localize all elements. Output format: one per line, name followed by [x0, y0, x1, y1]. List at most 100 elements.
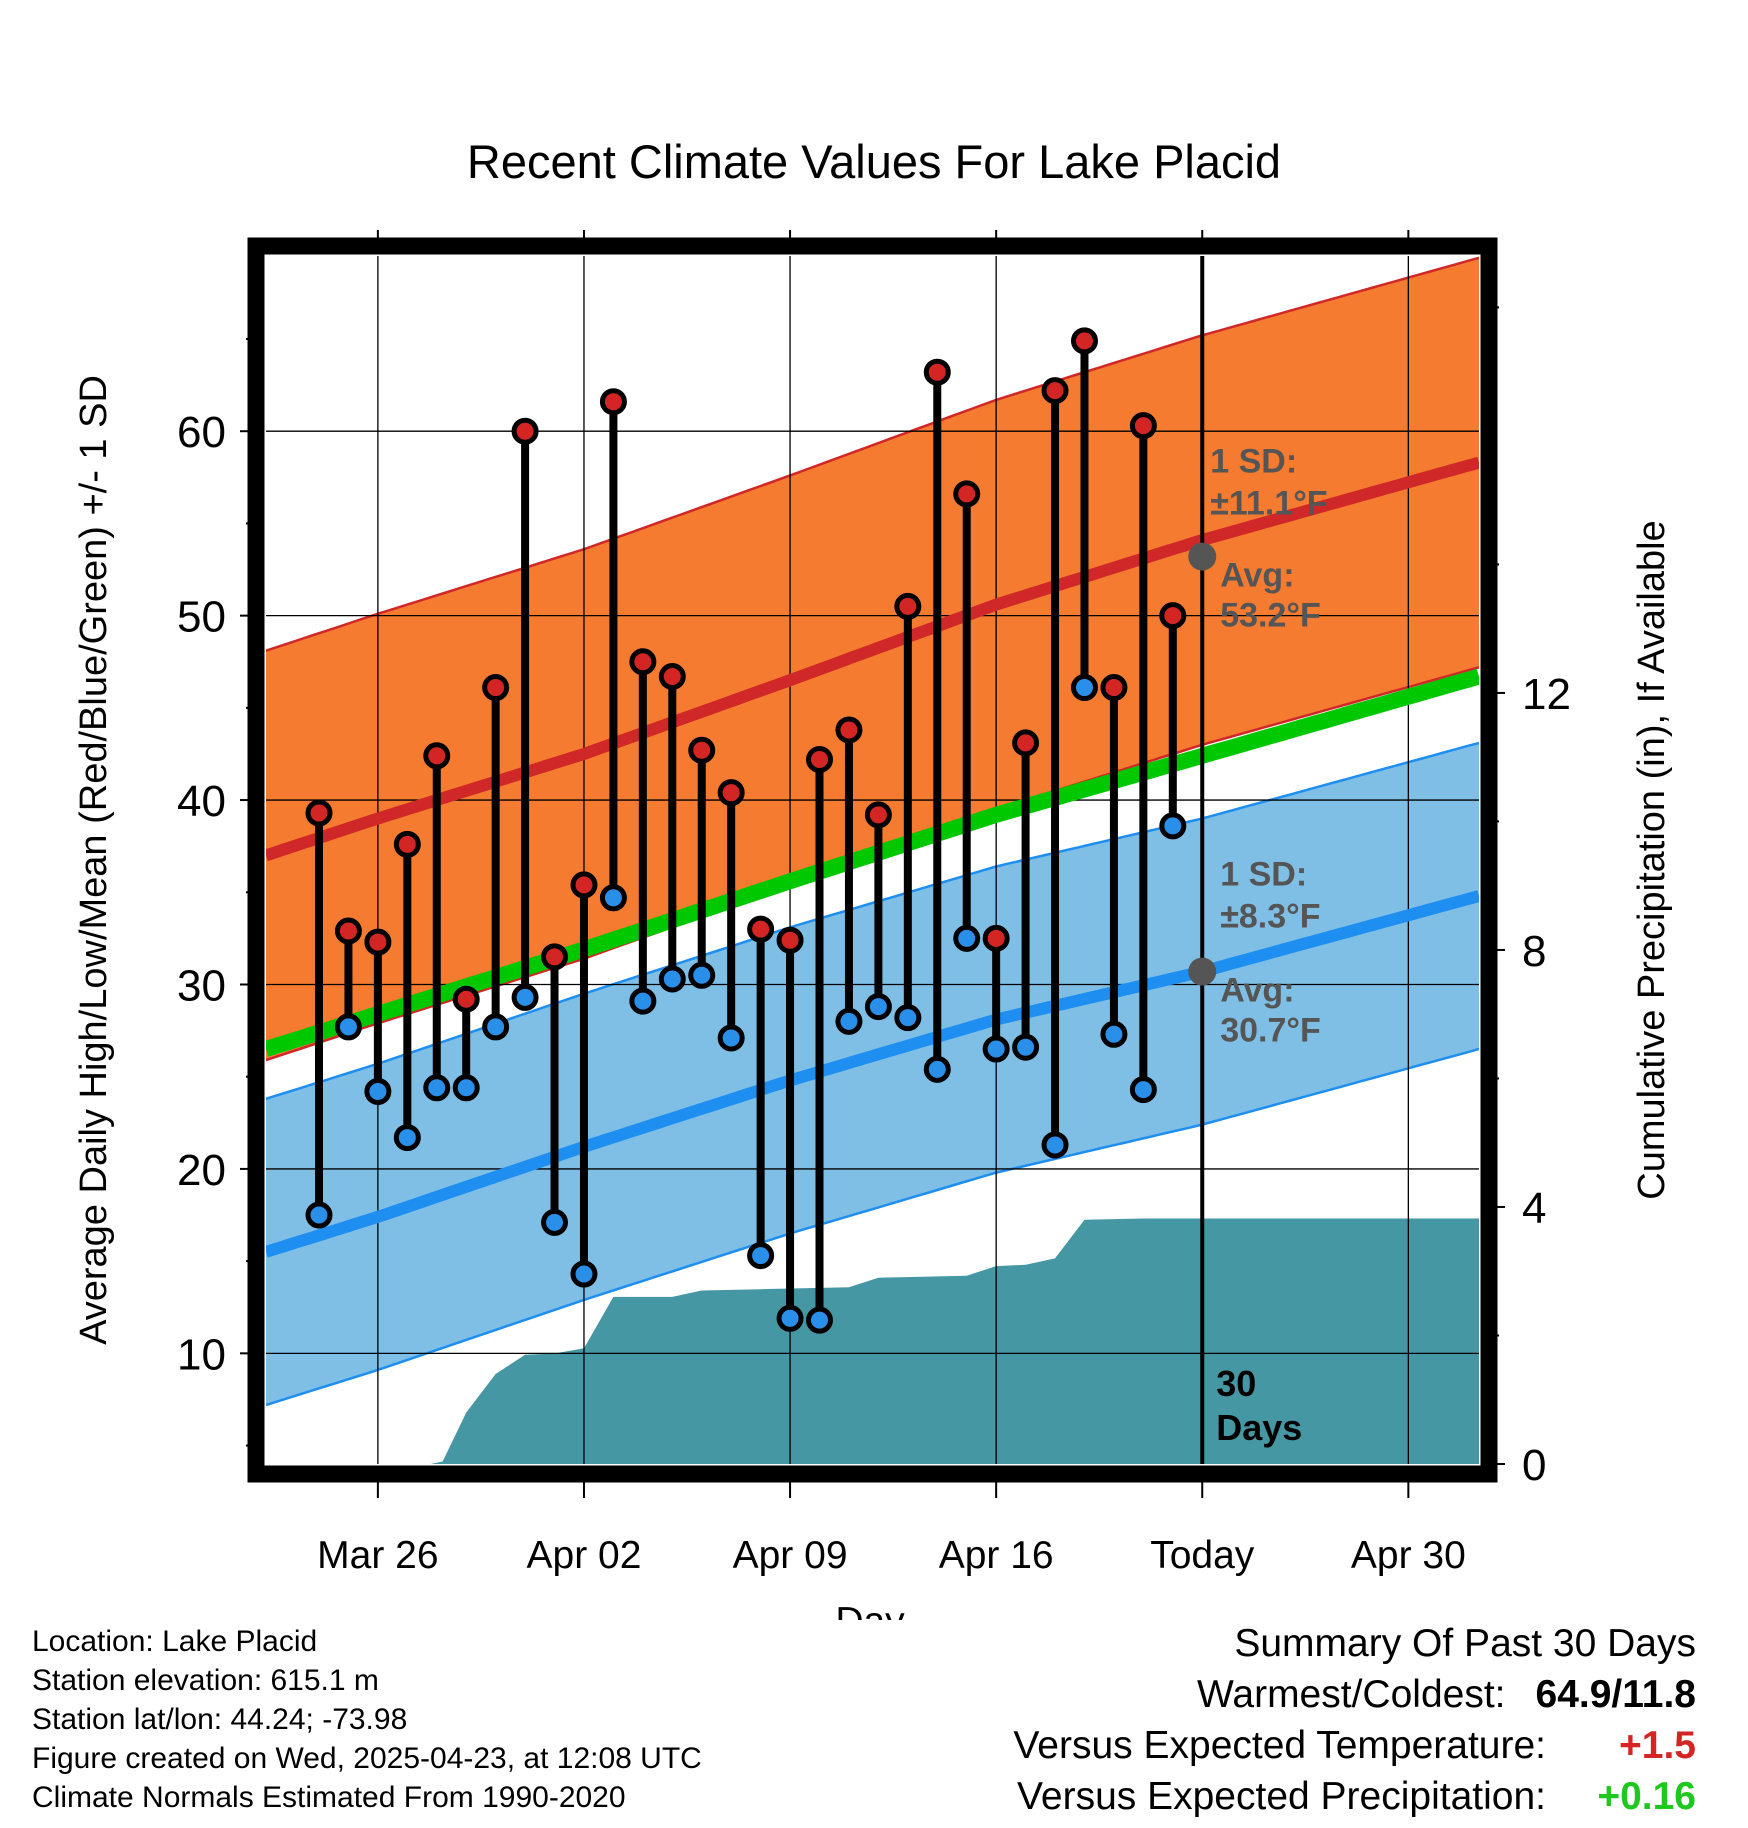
daily-high-point: [747, 915, 775, 943]
daily-low-point: [894, 1004, 922, 1032]
low-avg-value: 30.7°F: [1220, 1012, 1321, 1050]
precipitation-area: [266, 1218, 1479, 1464]
daily-low-point: [1100, 1020, 1128, 1048]
daily-high-point: [806, 745, 834, 773]
y-right-tick-label: 12: [1522, 670, 1571, 719]
daily-low-point: [923, 1055, 951, 1083]
window-label-days: Days: [1216, 1407, 1302, 1448]
created-text: Figure created on Wed, 2025-04-23, at 12…: [32, 1742, 702, 1775]
low-sd-lower-edge: [266, 1047, 1479, 1407]
temp-label: Versus Expected Temperature:: [1013, 1724, 1546, 1767]
y-axis-label-right: Cumulative Precipitation (in), If Availa…: [1631, 520, 1673, 1199]
daily-high-point: [1041, 377, 1069, 405]
window-label-number: 30: [1216, 1363, 1256, 1404]
daily-low-point: [1159, 812, 1187, 840]
daily-low-point: [599, 884, 627, 912]
y-left-tick-label: 60: [177, 408, 226, 457]
daily-high-point: [776, 926, 804, 954]
daily-low-point: [305, 1201, 333, 1229]
daily-high-point: [864, 801, 892, 829]
low-sd-band: [266, 742, 1479, 1405]
daily-high-point: [1012, 729, 1040, 757]
station-info: Location: Lake Placid Station elevation:…: [32, 1622, 702, 1817]
y-right-tick-label: 8: [1522, 927, 1546, 976]
daily-low-point: [393, 1124, 421, 1152]
daily-high-point: [1100, 674, 1128, 702]
y-left-tick-label: 20: [177, 1146, 226, 1195]
x-tick-label: Apr 02: [527, 1534, 642, 1577]
daily-low-point: [1041, 1131, 1069, 1159]
high-avg-value: 53.2°F: [1220, 597, 1321, 635]
precip-value: +0.16: [1597, 1775, 1696, 1818]
high-sd-upper-edge: [266, 256, 1479, 652]
daily-high-point: [452, 985, 480, 1013]
y-axis-label-left: Average Daily High/Low/Mean (Red/Blue/Gr…: [73, 375, 115, 1345]
daily-low-point: [570, 1260, 598, 1288]
daily-low-point: [953, 924, 981, 952]
daily-high-point: [1070, 327, 1098, 355]
y-left-tick-label: 40: [177, 777, 226, 826]
low-sd-value: ±8.3°F: [1220, 898, 1320, 936]
daily-low-point: [452, 1074, 480, 1102]
daily-high-point: [629, 648, 657, 676]
y-right-tick-label: 4: [1522, 1184, 1546, 1233]
daily-high-point: [923, 358, 951, 386]
low-sd-label: 1 SD:: [1220, 856, 1307, 894]
axes: 10 20 30 40 50 60 0 4 8 12 Mar 26 Apr 02 Apr 09 Apr 1…: [177, 230, 1571, 1577]
daily-high-point: [1129, 412, 1157, 440]
daily-high-point: [393, 830, 421, 858]
x-tick-label: Apr 30: [1351, 1534, 1466, 1577]
daily-high-point: [334, 917, 362, 945]
daily-low-point: [982, 1035, 1010, 1063]
x-tick-label: Mar 26: [317, 1534, 438, 1577]
daily-low-point: [511, 983, 539, 1011]
normal-high-line: [266, 456, 1479, 862]
daily-low-point: [835, 1007, 863, 1035]
daily-low-point: [747, 1242, 775, 1270]
x-tick-label: Apr 09: [733, 1534, 848, 1577]
low-avg-label: Avg:: [1220, 972, 1294, 1010]
daily-low-point: [482, 1013, 510, 1041]
daily-low-point: [688, 961, 716, 989]
latlon-text: Station lat/lon: 44.24; -73.98: [32, 1703, 408, 1736]
high-sd-label: 1 SD:: [1210, 443, 1297, 481]
daily-high-point: [953, 480, 981, 508]
daily-high-point: [570, 871, 598, 899]
chart-title: Recent Climate Values For Lake Placid: [467, 135, 1281, 188]
warm-cold-value: 64.9/11.8: [1535, 1673, 1697, 1716]
daily-low-point: [629, 987, 657, 1015]
y-left-tick-label: 50: [177, 593, 226, 642]
high-avg-marker: [1188, 542, 1217, 571]
plot-frame: [247, 237, 1498, 1483]
daily-high-point: [482, 674, 510, 702]
daily-low-point: [1012, 1033, 1040, 1061]
y-right-tick-label: 0: [1522, 1441, 1546, 1490]
y-left-tick-label: 30: [177, 961, 226, 1010]
daily-low-point: [658, 965, 686, 993]
daily-low-point: [864, 993, 892, 1021]
high-avg-label: Avg:: [1220, 557, 1294, 595]
normal-low-line: [266, 890, 1479, 1258]
daily-high-point: [982, 924, 1010, 952]
high-sd-value: ±11.1°F: [1210, 485, 1327, 523]
low-avg-marker: [1188, 957, 1217, 986]
daily-high-point: [305, 799, 333, 827]
daily-low-point: [1129, 1076, 1157, 1104]
y-left-tick-label: 10: [177, 1330, 226, 1379]
daily-low-point: [806, 1306, 834, 1334]
summary-panel: Summary Of Past 30 Days Warmest/Coldest:…: [1013, 1618, 1696, 1822]
daily-low-point: [1070, 674, 1098, 702]
daily-high-point: [364, 928, 392, 956]
daily-high-point: [423, 742, 451, 770]
daily-low-point: [364, 1077, 392, 1105]
daily-high-point: [717, 779, 745, 807]
daily-high-point: [835, 716, 863, 744]
normal-mean-line: [266, 668, 1479, 1057]
summary-precip-row: Versus Expected Precipitation: +0.16: [1013, 1771, 1696, 1822]
high-sd-band: [266, 257, 1479, 1061]
daily-high-point: [1159, 602, 1187, 630]
elevation-text: Station elevation: 615.1 m: [32, 1664, 379, 1697]
summary-temp-row: Versus Expected Temperature: +1.5: [1013, 1720, 1696, 1771]
daily-low-point: [541, 1208, 569, 1236]
